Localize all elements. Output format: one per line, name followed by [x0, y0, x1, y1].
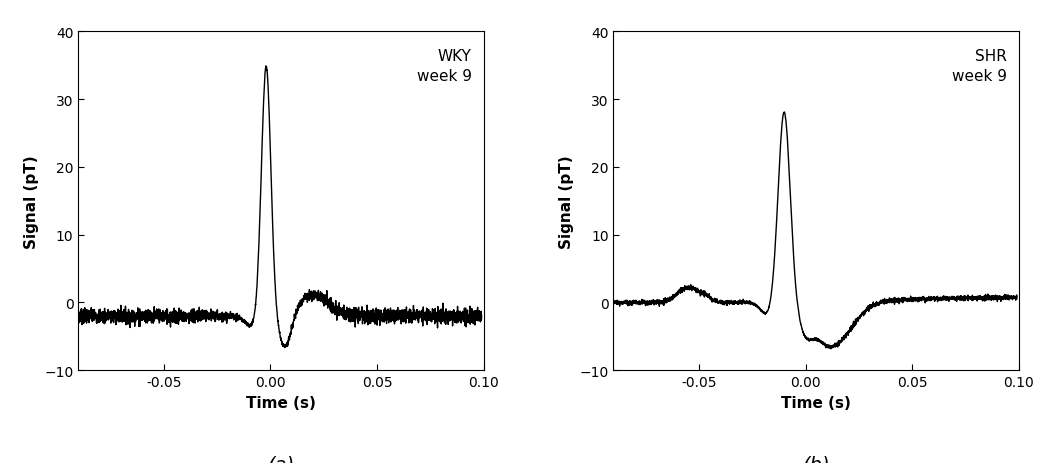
X-axis label: Time (s): Time (s): [782, 395, 851, 410]
Text: WKY
week 9: WKY week 9: [417, 49, 471, 84]
Y-axis label: Signal (pT): Signal (pT): [24, 155, 39, 248]
Text: (b): (b): [803, 455, 830, 463]
Y-axis label: Signal (pT): Signal (pT): [559, 155, 574, 248]
Text: SHR
week 9: SHR week 9: [952, 49, 1006, 84]
X-axis label: Time (s): Time (s): [247, 395, 316, 410]
Text: (a): (a): [268, 455, 295, 463]
